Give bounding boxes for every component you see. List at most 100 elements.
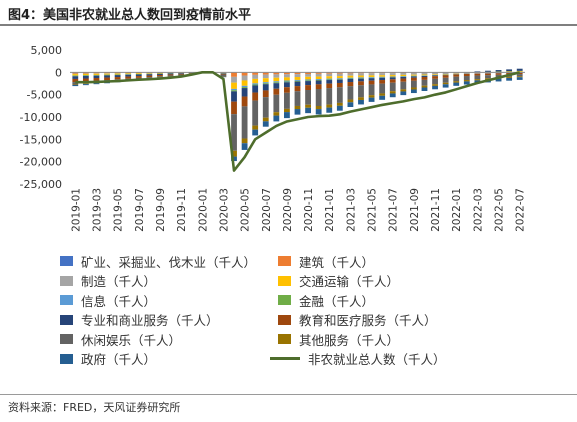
bar-segment xyxy=(326,73,333,77)
bar-segment xyxy=(315,109,322,115)
x-tick-label: 2019-03 xyxy=(91,188,103,232)
bar-segment xyxy=(358,99,364,105)
legend-swatch xyxy=(278,275,291,286)
bar-segment xyxy=(495,74,502,78)
bar-segment xyxy=(273,88,280,95)
x-tick-label: 2021-09 xyxy=(409,188,421,232)
bar-segment xyxy=(453,82,460,86)
bar-segment xyxy=(463,81,470,85)
y-tick-label: 5,000 xyxy=(31,44,63,57)
bar-segment xyxy=(474,75,481,80)
bar-segment xyxy=(262,78,269,83)
legend-label: 其他服务（千人） xyxy=(299,332,400,348)
bar-layer xyxy=(72,68,523,162)
bar-segment xyxy=(104,73,110,75)
bar-segment xyxy=(410,74,417,76)
bar-segment xyxy=(125,76,132,79)
y-tick-label: 0 xyxy=(55,66,62,79)
bar-segment xyxy=(379,76,386,78)
legend-item: 其他服务（千人） xyxy=(278,330,399,348)
bar-segment xyxy=(93,75,100,79)
legend-swatch xyxy=(278,334,291,344)
bar-segment xyxy=(157,73,163,75)
x-tick-label: 2022-07 xyxy=(515,188,527,232)
bar-segment xyxy=(516,77,523,80)
bar-segment xyxy=(442,84,449,88)
bar-segment xyxy=(506,69,513,72)
bar-segment xyxy=(453,81,460,83)
bar-segment xyxy=(410,77,417,81)
bar-segment xyxy=(315,76,322,80)
bar-segment xyxy=(421,74,428,76)
bar-segment xyxy=(336,79,343,83)
x-tick-label: 2019-05 xyxy=(113,188,125,232)
bar-segment xyxy=(379,75,386,77)
bar-segment xyxy=(432,85,438,90)
bar-segment xyxy=(453,74,460,77)
bar-segment xyxy=(495,73,502,75)
bar-segment xyxy=(231,156,237,162)
bar-segment xyxy=(358,78,364,82)
legend-swatch xyxy=(270,357,300,360)
legend-label: 政府（千人） xyxy=(81,352,157,367)
bar-segment xyxy=(284,112,290,119)
bar-segment xyxy=(326,80,333,84)
bar-segment xyxy=(231,114,237,151)
bar-segment xyxy=(273,82,280,84)
bar-segment xyxy=(347,99,354,103)
bar-segment xyxy=(400,78,407,82)
figure-title-bar: 图4：美国非农就业总人数回到疫情前水平 xyxy=(0,0,577,26)
bar-segment xyxy=(220,74,227,77)
bar-segment xyxy=(389,75,396,77)
bar-segment xyxy=(442,75,449,78)
bar-segment xyxy=(358,73,364,76)
bar-segment xyxy=(432,75,438,77)
x-tick-label: 2021-05 xyxy=(367,188,379,232)
bar-segment xyxy=(379,83,386,94)
bar-segment xyxy=(104,77,110,81)
bar-segment xyxy=(315,84,322,90)
bar-segment xyxy=(241,138,248,144)
bar-segment xyxy=(379,80,386,84)
bar-segment xyxy=(93,72,100,74)
bar-segment xyxy=(252,125,259,130)
bar-segment xyxy=(432,72,438,75)
legend-swatch xyxy=(278,295,291,305)
bar-segment xyxy=(262,74,269,79)
bar-segment xyxy=(294,79,301,81)
bar-segment xyxy=(305,81,311,86)
legend-swatch xyxy=(60,314,73,325)
bar-segment xyxy=(326,88,333,105)
bar-segment xyxy=(410,87,417,90)
legend-item: 非农就业总人数（千人） xyxy=(270,350,446,368)
bar-segment xyxy=(463,72,470,74)
bar-segment xyxy=(336,82,343,88)
bar-segment xyxy=(358,75,364,78)
bar-segment xyxy=(167,75,174,77)
bar-segment xyxy=(358,85,364,98)
x-tick-label: 2020-07 xyxy=(261,188,273,232)
bar-segment xyxy=(252,85,259,93)
bar-segment xyxy=(241,80,248,86)
x-tick-label: 2019-09 xyxy=(155,188,167,232)
x-tick-labels: 2019-01 2019-03 2019-05 2019-07 2019-09 2019-… xyxy=(70,188,526,232)
source-bar: 资料来源：FRED，天风证券研究所 xyxy=(0,394,577,422)
bar-segment xyxy=(315,89,322,106)
bar-segment xyxy=(400,91,407,96)
bar-segment xyxy=(262,72,269,75)
chart: 5,000 0 -5,000 -10,000 -15,000 -20,000 -25,000… xyxy=(20,44,527,232)
bar-segment xyxy=(368,78,375,81)
bar-segment xyxy=(474,72,481,74)
bar-segment xyxy=(368,95,375,98)
bar-segment xyxy=(231,91,237,102)
y-tick-label: -25,000 xyxy=(20,178,62,191)
bar-segment xyxy=(516,74,523,77)
bar-segment xyxy=(262,121,269,127)
legend-swatch xyxy=(60,353,73,364)
bar-segment xyxy=(273,74,280,78)
bar-segment xyxy=(400,73,407,75)
bar-segment xyxy=(400,74,407,77)
bar-segment xyxy=(305,107,311,114)
bar-segment xyxy=(294,86,301,92)
bar-segment xyxy=(336,76,343,79)
